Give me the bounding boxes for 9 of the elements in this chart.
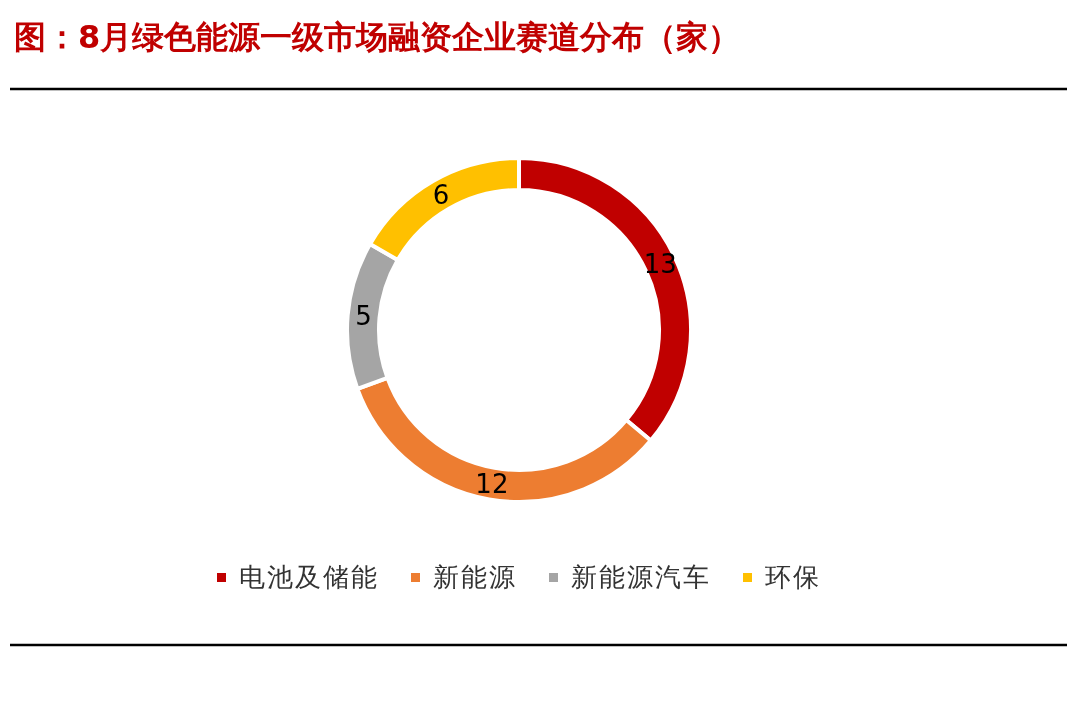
data-label: 5: [355, 301, 372, 332]
legend-label: 新能源汽车: [571, 562, 711, 592]
data-label: 13: [643, 249, 677, 280]
chart-title: 图：8月绿色能源一级市场融资企业赛道分布（家）: [14, 18, 741, 56]
legend-label: 环保: [765, 562, 821, 592]
data-label: 6: [432, 179, 450, 210]
legend-label: 电池及储能: [239, 562, 379, 592]
data-label: 12: [475, 468, 509, 499]
legend-label: 新能源: [433, 562, 517, 592]
